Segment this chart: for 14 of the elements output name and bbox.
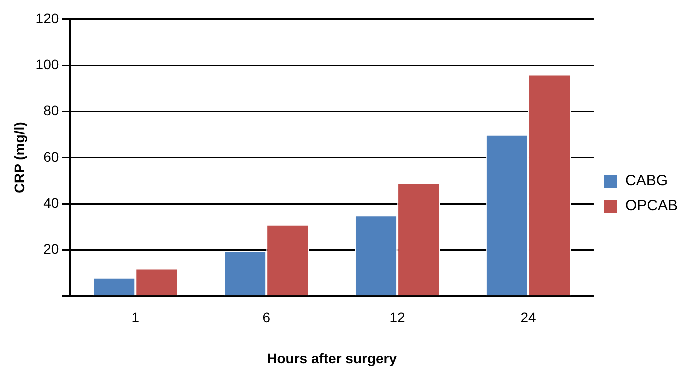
x-axis-title: Hours after surgery	[267, 350, 398, 366]
y-tick-label: 80	[44, 102, 60, 119]
y-tick-label: 60	[44, 148, 60, 165]
y-tick-label: 100	[36, 56, 60, 72]
x-tick-label: 12	[390, 310, 406, 326]
x-tick-label: 6	[262, 310, 271, 326]
x-tick-label: 1	[132, 310, 140, 326]
y-tick-label: 20	[44, 241, 60, 258]
y-tick-label: 40	[44, 194, 60, 211]
legend-label: CABG	[625, 172, 668, 190]
x-tick-label: 24	[520, 310, 537, 326]
y-tick-label: 120	[36, 10, 60, 26]
y-axis-title: CRP (mg/l)	[11, 122, 28, 194]
legend-label: OPCAB	[625, 198, 678, 215]
